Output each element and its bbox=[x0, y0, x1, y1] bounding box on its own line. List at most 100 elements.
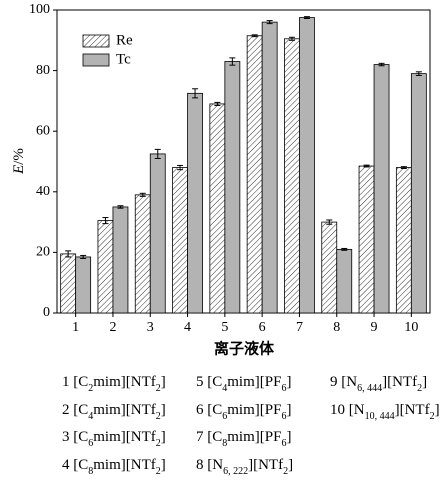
note-part: 5 [C bbox=[196, 374, 222, 390]
note-part: mim][NTf bbox=[93, 402, 155, 418]
note-part: ][NTf bbox=[395, 402, 430, 418]
plot-frame bbox=[56, 9, 431, 314]
error-bar bbox=[341, 247, 348, 251]
note-part: 2 bbox=[430, 411, 435, 422]
bar bbox=[321, 221, 338, 314]
note-part: 2 bbox=[156, 411, 161, 422]
bar bbox=[373, 64, 390, 314]
bar bbox=[60, 253, 77, 314]
note-item: 9 [N6, 444][NTf2] bbox=[330, 374, 427, 393]
note-item: 10 [N10, 444][NTf2] bbox=[330, 402, 440, 421]
note-part: 6 bbox=[281, 411, 286, 422]
error-bar bbox=[214, 101, 221, 106]
error-bar bbox=[139, 192, 146, 197]
note-part: 1 [C bbox=[62, 374, 88, 390]
note-part: 10 [N bbox=[330, 402, 365, 418]
error-bar bbox=[192, 88, 199, 99]
note-item: 2 [C4mim][NTf2] bbox=[62, 402, 166, 421]
note-part: ] bbox=[435, 402, 440, 418]
x-tick-label: 7 bbox=[296, 320, 303, 335]
note-part: 4 [C bbox=[62, 457, 88, 473]
legend-swatch bbox=[82, 53, 110, 67]
note-item: 4 [C8mim][NTf2] bbox=[62, 457, 166, 476]
note-part: ] bbox=[161, 457, 166, 473]
note-part: ][NTf bbox=[248, 457, 283, 473]
error-bar bbox=[326, 219, 333, 225]
x-tick-label: 3 bbox=[147, 320, 154, 335]
note-part: 7 [C bbox=[196, 429, 222, 445]
note-part: 8 [N bbox=[196, 457, 223, 473]
y-axis-label-part: E bbox=[11, 165, 27, 175]
note-part: 2 bbox=[283, 466, 288, 477]
y-tick-label: 40 bbox=[36, 184, 50, 199]
bar bbox=[149, 153, 166, 314]
bar bbox=[187, 92, 203, 314]
note-part: 2 [C bbox=[62, 402, 88, 418]
bar bbox=[261, 21, 278, 314]
bar bbox=[246, 35, 263, 314]
note-part: mim][PF bbox=[227, 374, 281, 390]
note-part: 8 bbox=[88, 466, 93, 477]
bar bbox=[224, 61, 241, 314]
note-part: ] bbox=[422, 374, 427, 390]
bar bbox=[395, 167, 412, 314]
legend-label: Tc bbox=[116, 51, 131, 67]
note-part: 3 [C bbox=[62, 429, 88, 445]
x-axis-label: 离子液体 bbox=[214, 339, 275, 357]
bar bbox=[112, 206, 129, 314]
bar bbox=[209, 103, 226, 314]
x-tick-label: 9 bbox=[371, 320, 378, 335]
error-bar bbox=[266, 20, 273, 25]
legend-label: Re bbox=[116, 32, 133, 48]
note-part: ] bbox=[161, 374, 166, 390]
note-part: mim][PF bbox=[227, 402, 281, 418]
note-part: ][NTf bbox=[382, 374, 417, 390]
error-bar bbox=[65, 250, 72, 258]
error-bar bbox=[400, 166, 407, 169]
note-part: ] bbox=[286, 374, 291, 390]
note-item: 3 [C6mim][NTf2] bbox=[62, 429, 166, 448]
note-part: ] bbox=[286, 402, 291, 418]
y-tick-label: 60 bbox=[36, 123, 50, 138]
y-tick-label: 20 bbox=[36, 245, 50, 260]
note-item: 8 [N6, 222][NTf2] bbox=[196, 457, 293, 476]
bar bbox=[410, 73, 427, 314]
bar bbox=[97, 220, 114, 314]
y-axis-label-part: /% bbox=[11, 148, 27, 165]
note-part: 6 [C bbox=[196, 402, 222, 418]
note-part: 4 bbox=[88, 411, 93, 422]
note-part: mim][PF bbox=[227, 429, 281, 445]
bar bbox=[358, 165, 375, 314]
error-bar bbox=[80, 254, 87, 259]
error-bar bbox=[303, 16, 310, 19]
x-tick-label: 6 bbox=[259, 320, 266, 335]
x-tick-label: 10 bbox=[404, 320, 418, 335]
note-part: mim][NTf bbox=[93, 457, 155, 473]
note-part: ] bbox=[161, 402, 166, 418]
note-part: 2 bbox=[156, 438, 161, 449]
legend-swatch bbox=[82, 34, 110, 48]
note-part: 4 bbox=[222, 383, 227, 394]
bar bbox=[172, 167, 188, 314]
error-bar bbox=[288, 36, 295, 41]
note-part: 10, 444 bbox=[365, 411, 395, 422]
bar bbox=[75, 256, 92, 314]
error-bar bbox=[154, 148, 161, 159]
note-part: 6, 444 bbox=[357, 383, 382, 394]
error-bar bbox=[378, 62, 385, 67]
y-tick-label: 80 bbox=[36, 63, 50, 78]
y-axis-label: E/% bbox=[11, 148, 27, 175]
error-bar bbox=[251, 34, 258, 38]
error-bar bbox=[415, 71, 422, 76]
note-item: 1 [C2mim][NTf2] bbox=[62, 374, 166, 393]
note-part: 6, 222 bbox=[223, 466, 248, 477]
note-part: 6 bbox=[222, 411, 227, 422]
bar bbox=[299, 17, 315, 314]
note-part: ] bbox=[288, 457, 293, 473]
y-tick-label: 100 bbox=[29, 2, 50, 17]
x-tick-label: 1 bbox=[72, 320, 79, 335]
note-part: 2 bbox=[88, 383, 93, 394]
note-part: 6 bbox=[88, 438, 93, 449]
note-part: 6 bbox=[281, 438, 286, 449]
